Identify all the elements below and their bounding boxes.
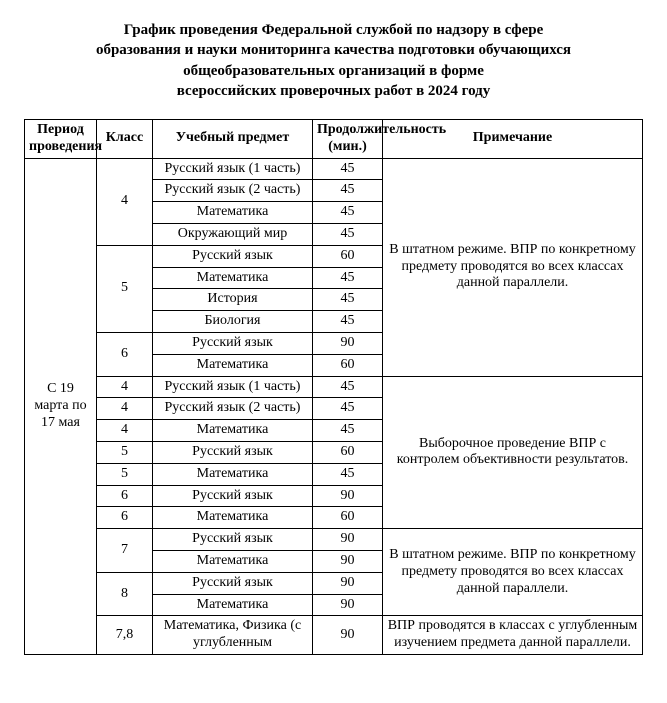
class-cell: 5 [97,463,153,485]
col-subject: Учебный предмет [153,120,313,159]
subject-cell: Русский язык (2 часть) [153,398,313,420]
subject-cell: История [153,289,313,311]
class-cell: 5 [97,245,153,332]
class-cell: 7 [97,529,153,573]
duration-cell: 45 [313,463,383,485]
table-row: С 19 марта по 17 мая 4 Русский язык (1 ч… [25,158,643,180]
period-cell: С 19 марта по 17 мая [25,158,97,654]
subject-cell: Русский язык (1 часть) [153,158,313,180]
class-cell: 8 [97,572,153,616]
subject-cell: Математика [153,202,313,224]
duration-cell: 45 [313,202,383,224]
subject-cell: Математика [153,463,313,485]
duration-cell: 60 [313,507,383,529]
note-cell: В штатном режиме. ВПР по конкретному пре… [383,158,643,376]
subject-cell: Математика [153,354,313,376]
note-cell: Выборочное проведение ВПР с контролем об… [383,376,643,529]
duration-cell: 45 [313,376,383,398]
col-class: Класс [97,120,153,159]
duration-cell: 45 [313,158,383,180]
title-line: График проведения Федеральной службой по… [124,22,544,38]
duration-cell: 45 [313,267,383,289]
class-cell: 7,8 [97,616,153,655]
table-row: 7 Русский язык 90 В штатном режиме. ВПР … [25,529,643,551]
document-title: График проведения Федеральной службой по… [54,20,614,101]
class-cell: 6 [97,485,153,507]
duration-cell: 60 [313,441,383,463]
subject-cell: Русский язык [153,485,313,507]
col-period: Период проведения [25,120,97,159]
subject-cell: Математика [153,594,313,616]
class-cell: 5 [97,441,153,463]
class-cell: 4 [97,398,153,420]
note-cell: В штатном режиме. ВПР по конкретному пре… [383,529,643,616]
duration-cell: 45 [313,223,383,245]
duration-cell: 45 [313,398,383,420]
duration-cell: 90 [313,594,383,616]
subject-cell: Математика [153,420,313,442]
subject-cell: Русский язык [153,441,313,463]
subject-cell: Математика [153,507,313,529]
duration-cell: 45 [313,311,383,333]
class-cell: 4 [97,420,153,442]
subject-cell: Математика [153,550,313,572]
title-line: всероссийских проверочных работ в 2024 г… [177,83,491,99]
subject-cell: Русский язык (1 часть) [153,376,313,398]
title-line: общеобразовательных организаций в форме [183,63,484,79]
title-line: образования и науки мониторинга качества… [96,42,571,58]
subject-cell: Русский язык [153,572,313,594]
class-cell: 4 [97,376,153,398]
class-cell: 6 [97,507,153,529]
subject-cell: Математика [153,267,313,289]
subject-cell: Русский язык [153,529,313,551]
duration-cell: 90 [313,550,383,572]
note-cell: ВПР проводятся в классах с углубленным и… [383,616,643,655]
subject-cell: Русский язык [153,245,313,267]
col-duration: Продолжительность (мин.) [313,120,383,159]
duration-cell: 45 [313,420,383,442]
table-row: 7,8 Математика, Физика (с углубленным 90… [25,616,643,655]
duration-cell: 90 [313,616,383,655]
schedule-table: Период проведения Класс Учебный предмет … [24,119,643,655]
class-cell: 6 [97,332,153,376]
table-row: 4 Русский язык (1 часть) 45 Выборочное п… [25,376,643,398]
subject-cell: Русский язык (2 часть) [153,180,313,202]
subject-cell: Биология [153,311,313,333]
duration-cell: 60 [313,354,383,376]
subject-cell: Окружающий мир [153,223,313,245]
duration-cell: 90 [313,332,383,354]
duration-cell: 90 [313,529,383,551]
subject-cell: Математика, Физика (с углубленным [153,616,313,655]
duration-cell: 90 [313,572,383,594]
duration-cell: 45 [313,180,383,202]
class-cell: 4 [97,158,153,245]
subject-cell: Русский язык [153,332,313,354]
duration-cell: 60 [313,245,383,267]
duration-cell: 45 [313,289,383,311]
duration-cell: 90 [313,485,383,507]
table-header-row: Период проведения Класс Учебный предмет … [25,120,643,159]
